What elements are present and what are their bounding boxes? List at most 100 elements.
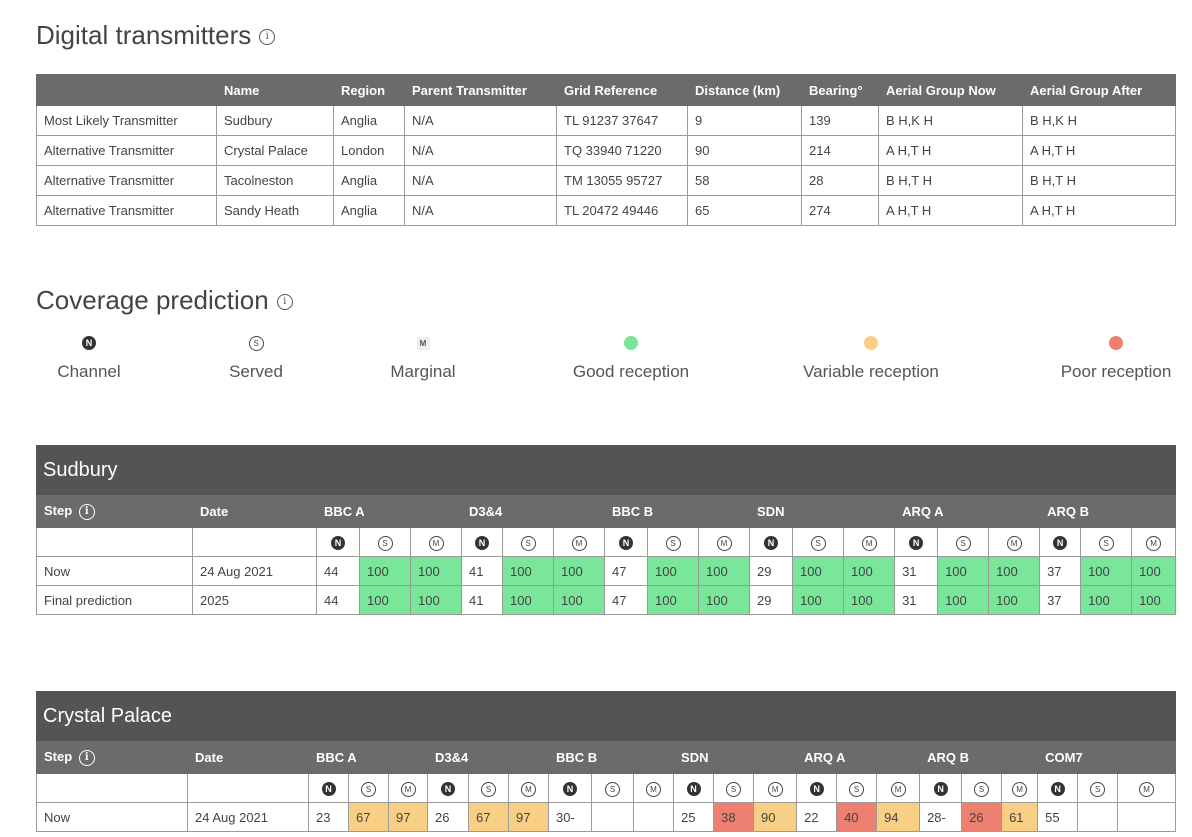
channel-col: N (548, 773, 593, 803)
col-header: Grid Reference (556, 74, 688, 106)
legend-marginal: M Marginal (390, 336, 456, 381)
value-cell: 26 (427, 802, 469, 832)
marginal-icon: M (416, 336, 430, 350)
cell: Sudbury (216, 105, 334, 136)
cell: TQ 33940 71220 (556, 135, 688, 166)
col-header: Parent Transmitter (404, 74, 557, 106)
channel-icon: N (1050, 782, 1065, 796)
col-header: Region (333, 74, 405, 106)
value-cell: 37 (1039, 556, 1082, 586)
legend-served: S Served (216, 332, 296, 382)
crystal-palace-coverage-section: Crystal Palace Step i Date BBC A D3&4 BB… (36, 691, 1176, 832)
marginal-col: M (388, 773, 428, 803)
mux-header: D3&4 (460, 495, 606, 528)
mux-header: SDN (673, 741, 798, 774)
channel-col: N (308, 773, 349, 803)
cell: A H,T H (1022, 135, 1176, 166)
value-cell: 41 (461, 556, 503, 586)
marginal-icon: M (1146, 535, 1162, 551)
info-icon[interactable]: i (276, 294, 293, 311)
value-cell: 100 (988, 556, 1041, 586)
channel-col: N (749, 527, 794, 557)
value-cell: 44 (316, 585, 360, 615)
cell: Sandy Heath (216, 195, 334, 226)
col-header: Name (216, 74, 334, 106)
served-col: S (792, 527, 845, 557)
value-cell (1117, 802, 1176, 832)
mux-header: BBC B (604, 495, 751, 528)
value-cell: 28- (919, 802, 963, 832)
digital-transmitters-table: Name Region Parent Transmitter Grid Refe… (36, 74, 1176, 226)
value-cell: 100 (792, 556, 845, 586)
value-cell: 100 (359, 585, 411, 615)
marginal-col: M (876, 773, 921, 803)
marginal-icon: M (400, 781, 416, 797)
date-cell: 24 Aug 2021 (192, 556, 317, 586)
cell (36, 773, 188, 803)
value-cell: 100 (937, 556, 990, 586)
served-col: S (836, 773, 878, 803)
cell: Alternative Transmitter (36, 135, 217, 166)
cell: N/A (404, 135, 557, 166)
cell: B H,K H (878, 105, 1023, 136)
cell: A H,T H (878, 195, 1023, 226)
sudbury-coverage-section: Sudbury Step i Date BBC A D3&4 BBC B SDN… (36, 445, 1176, 615)
channel-col: N (673, 773, 715, 803)
served-icon: S (377, 535, 393, 551)
marginal-icon: M (1012, 781, 1028, 797)
cell: B H,K H (1022, 105, 1176, 136)
variable-reception-dot-icon (864, 336, 878, 350)
cell: Crystal Palace (216, 135, 334, 166)
value-cell (1077, 802, 1119, 832)
served-col: S (937, 527, 990, 557)
col-header: Aerial Group After (1022, 74, 1176, 106)
value-cell: 47 (604, 556, 649, 586)
channel-icon: N (686, 782, 701, 796)
marginal-col: M (1117, 773, 1176, 803)
cell: N/A (404, 165, 557, 196)
marginal-col: M (633, 773, 675, 803)
value-cell: 100 (552, 585, 606, 615)
channel-col: N (461, 527, 503, 557)
col-header: Distance (km) (687, 74, 802, 106)
marginal-icon: M (571, 535, 587, 551)
value-cell: 90 (753, 802, 798, 832)
served-col: S (359, 527, 411, 557)
col-header (36, 74, 217, 106)
channel-icon: N (1053, 536, 1068, 550)
table-row: Alternative Transmitter Sandy Heath Anglia… (36, 195, 1176, 226)
cell: B H,T H (1022, 165, 1176, 196)
served-icon: S (605, 781, 621, 797)
mux-header: ARQ A (894, 495, 1041, 528)
value-cell: 26 (961, 802, 1003, 832)
step-header: Step i (36, 741, 188, 774)
table-row: Alternative Transmitter Crystal Palace Lon… (36, 135, 1176, 166)
channel-col: N (1037, 773, 1079, 803)
step-header: Step i (36, 495, 193, 528)
value-cell: 22 (796, 802, 838, 832)
cell: Anglia (333, 105, 405, 136)
value-cell: 29 (749, 585, 794, 615)
info-icon[interactable]: i (78, 749, 95, 766)
served-icon: S (520, 535, 536, 551)
cell: 139 (801, 105, 879, 136)
cell: 28 (801, 165, 879, 196)
table-row: Final prediction 2025 44 100 100 41 100 100 47 10… (36, 585, 1176, 615)
marginal-col: M (988, 527, 1041, 557)
value-cell: 25 (673, 802, 715, 832)
cell: A H,T H (1022, 195, 1176, 226)
channel-col: N (604, 527, 649, 557)
channel-icon: N (619, 536, 634, 550)
info-icon[interactable]: i (259, 29, 276, 46)
value-cell (633, 802, 675, 832)
value-cell: 100 (1080, 585, 1133, 615)
date-cell: 2025 (192, 585, 317, 615)
info-icon[interactable]: i (78, 503, 95, 520)
marginal-icon: M (646, 781, 662, 797)
value-cell: 31 (894, 585, 939, 615)
served-icon: S (248, 335, 264, 351)
value-cell: 100 (359, 556, 411, 586)
value-cell: 67 (348, 802, 389, 832)
value-cell: 31 (894, 556, 939, 586)
value-cell: 30- (548, 802, 593, 832)
